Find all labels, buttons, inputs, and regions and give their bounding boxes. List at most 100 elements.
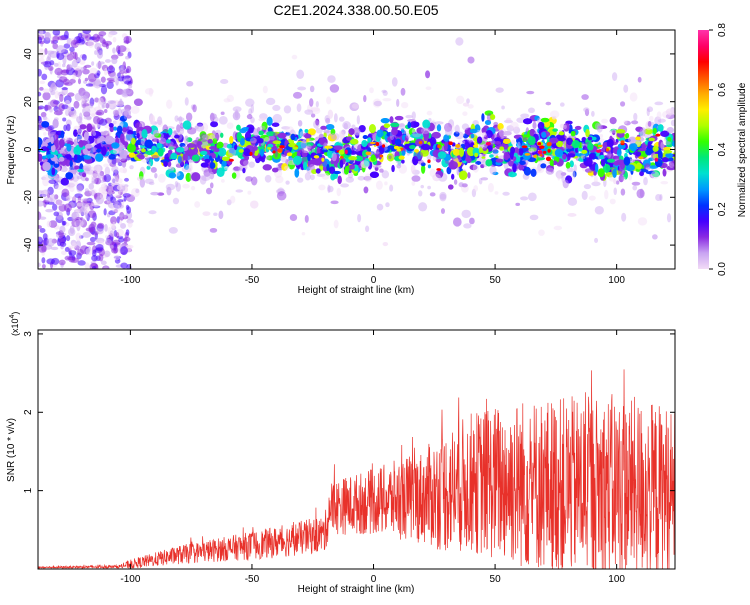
heatmap-cell	[226, 122, 234, 130]
heatmap-cell	[638, 131, 644, 136]
colorbar-tick-label: 0.4	[717, 142, 728, 156]
heatmap-cell	[54, 194, 59, 200]
heatmap-cell	[140, 136, 146, 146]
heatmap-cell	[292, 155, 303, 165]
heatmap-cell	[64, 154, 72, 159]
heatmap-cell	[440, 208, 446, 214]
heatmap-cell	[115, 173, 120, 183]
heatmap-cell	[117, 199, 124, 203]
heatmap-cell	[333, 219, 339, 229]
heatmap-cell	[452, 217, 462, 227]
heatmap-cell	[86, 123, 93, 133]
heatmap-cell	[489, 166, 497, 175]
heatmap-cell	[499, 146, 505, 151]
heatmap-cell	[38, 36, 43, 44]
heatmap-cell	[81, 198, 91, 202]
heatmap-cell	[365, 225, 370, 233]
heatmap-cell	[554, 148, 564, 158]
heatmap-cell	[399, 122, 406, 131]
heatmap-cell	[235, 189, 244, 193]
heatmap-cell	[645, 120, 653, 131]
heatmap-cell	[612, 155, 621, 161]
heatmap-cell	[232, 111, 241, 121]
heatmap-cell	[77, 78, 82, 85]
heatmap-cell	[94, 78, 101, 87]
heatmap-cell	[226, 94, 234, 103]
heatmap-cell	[84, 262, 90, 269]
heatmap-cell	[420, 127, 431, 134]
heatmap-cell	[411, 180, 416, 186]
heatmap-cell	[168, 172, 177, 179]
heatmap-cell	[78, 135, 82, 140]
heatmap-cell	[616, 148, 622, 157]
heatmap-cell	[70, 39, 79, 48]
heatmap-cell	[120, 223, 127, 229]
heatmap-cell	[50, 144, 56, 153]
heatmap-cell	[469, 128, 478, 134]
heatmap-cell	[50, 246, 59, 251]
heatmap-cell	[325, 124, 335, 130]
heatmap-cell	[633, 112, 638, 121]
heatmap-cell	[229, 148, 235, 154]
heatmap-cell	[539, 145, 545, 149]
heatmap-cell	[382, 242, 389, 247]
heatmap-cell	[200, 150, 208, 156]
heatmap-cell	[125, 204, 130, 211]
heatmap-cell	[662, 168, 667, 177]
heatmap-cell	[431, 131, 441, 139]
heatmap-cell	[376, 203, 384, 211]
heatmap-cell	[304, 172, 311, 181]
heatmap-cell	[218, 116, 228, 125]
heatmap-cell	[357, 175, 365, 181]
heatmap-cell	[527, 192, 537, 202]
heatmap-cell	[194, 201, 201, 208]
heatmap-cell	[127, 221, 133, 228]
heatmap-cell	[38, 137, 43, 147]
heatmap-cell	[629, 92, 638, 102]
heatmap-cell	[362, 135, 368, 140]
heatmap-cell	[551, 115, 557, 120]
heatmap-cell	[77, 260, 86, 266]
heatmap-cell	[205, 145, 211, 150]
heatmap-cell	[68, 180, 79, 187]
heatmap-cell	[238, 149, 244, 153]
heatmap-cell	[277, 148, 283, 153]
heatmap-cell	[462, 102, 469, 107]
heatmap-cell	[588, 153, 595, 160]
heatmap-cell	[327, 185, 334, 193]
heatmap-cell	[119, 115, 127, 122]
heatmap-cell	[620, 101, 626, 107]
heatmap-cell	[539, 153, 543, 157]
heatmap-cell	[147, 133, 154, 140]
heatmap-cell	[321, 157, 325, 162]
heatmap-cell	[39, 193, 47, 198]
heatmap-cell	[349, 164, 355, 170]
heatmap-cell	[89, 188, 97, 195]
heatmap-cell	[350, 138, 359, 145]
heatmap-cell	[367, 147, 372, 153]
heatmap-cell	[596, 123, 603, 133]
heatmap-cell	[553, 225, 563, 231]
heatmap-cell	[327, 75, 336, 83]
heatmap-cell	[306, 104, 313, 113]
heatmap-cell	[46, 238, 55, 247]
top-y-axis: -40 -20 0 20 40	[23, 48, 675, 252]
heatmap-cell	[260, 149, 265, 157]
heatmap-cell	[629, 142, 638, 152]
heatmap-cell	[92, 147, 98, 153]
heatmap-cell	[574, 125, 582, 130]
heatmap-cell	[184, 163, 190, 170]
heatmap-cell	[97, 222, 105, 229]
heatmap-cell	[647, 120, 652, 127]
heatmap-cell	[652, 145, 659, 152]
heatmap-cell	[338, 149, 345, 155]
heatmap-cell	[520, 113, 530, 119]
heatmap-cell	[671, 140, 675, 147]
heatmap-cell	[267, 143, 274, 148]
heatmap-cell	[523, 166, 532, 176]
heatmap-cell	[71, 59, 78, 68]
heatmap-cell	[139, 178, 146, 188]
bottom-y-axis-label: SNR (10 * v/v)	[6, 418, 17, 482]
heatmap-cell	[103, 174, 112, 183]
heatmap-cell	[420, 143, 431, 151]
